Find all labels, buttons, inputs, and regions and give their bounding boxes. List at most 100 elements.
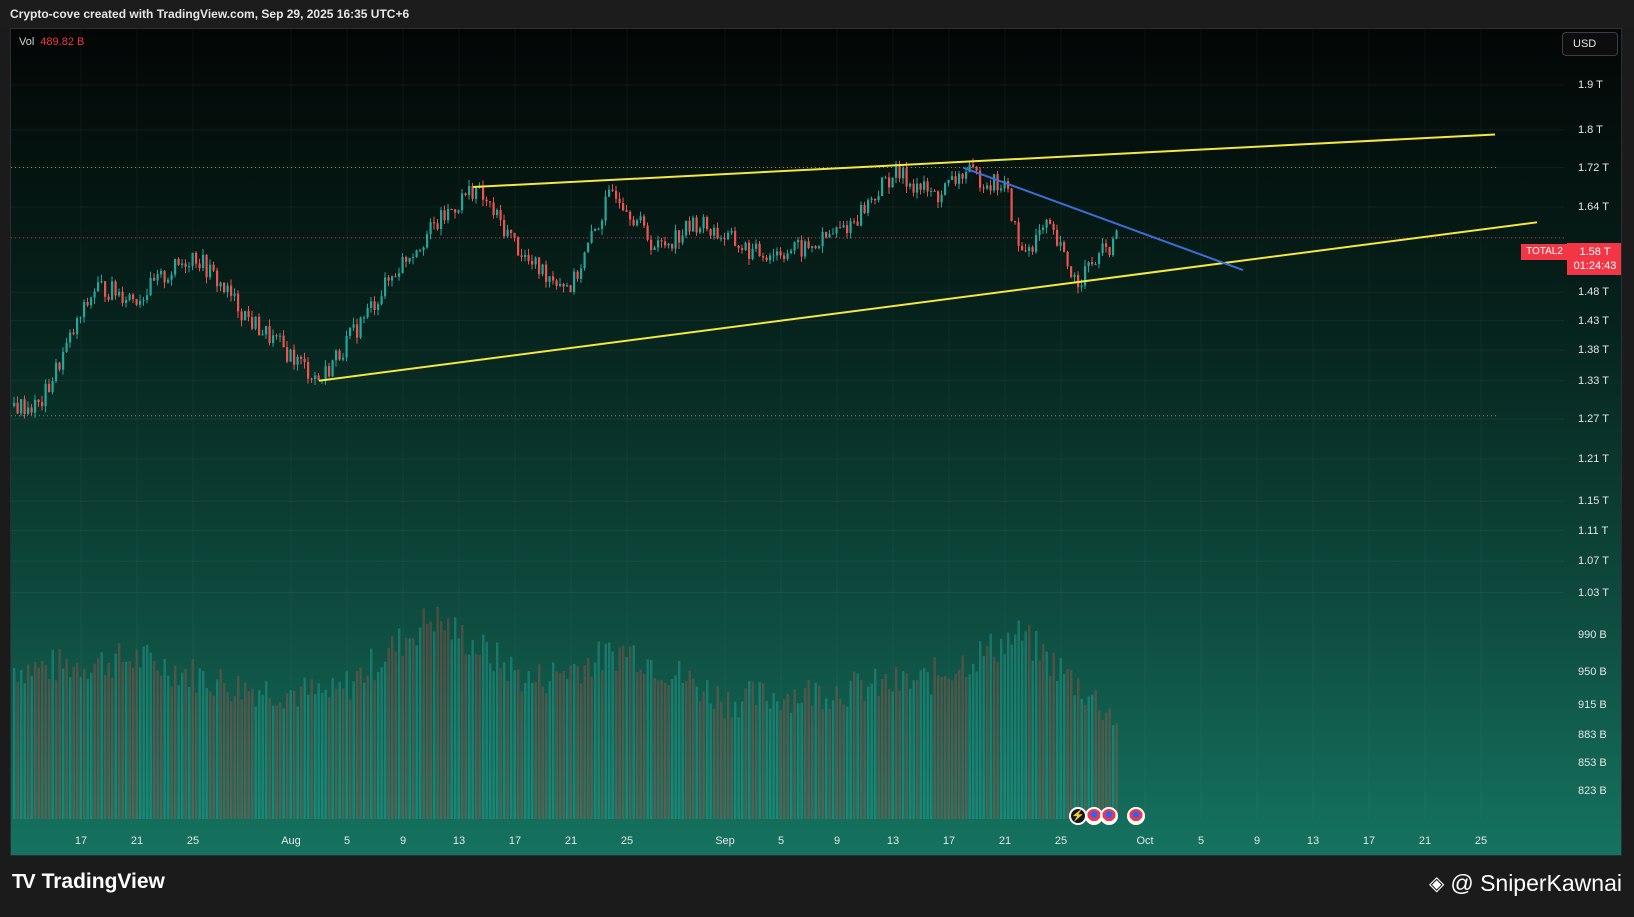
chart-pane[interactable]: Vol 489.82 B USD 1.9 T 1.8 T 1.72 T 1.64 T 1.… — [10, 28, 1622, 856]
volume-bar — [622, 645, 625, 819]
candle-body — [629, 211, 632, 220]
volume-bar — [933, 657, 936, 819]
currency-button[interactable]: USD — [1562, 32, 1618, 56]
volume-bar — [902, 671, 905, 819]
candle-body — [524, 254, 527, 258]
volume-bar — [118, 643, 121, 819]
candle-body — [48, 383, 51, 393]
volume-bar — [821, 709, 824, 819]
candle-body — [538, 257, 541, 275]
candle-body — [1080, 285, 1083, 288]
volume-bar — [895, 667, 898, 819]
candle-body — [779, 251, 782, 256]
volume-bar — [240, 699, 243, 819]
volume-bar — [625, 657, 628, 819]
volume-legend[interactable]: Vol 489.82 B — [19, 36, 84, 48]
candle-body — [391, 276, 394, 281]
candle-body — [765, 257, 768, 261]
candle-body — [772, 255, 775, 257]
lower-trendline — [318, 221, 1538, 382]
time-axis-label: 9 — [1253, 835, 1261, 847]
candle-body — [482, 185, 485, 200]
candle-body — [167, 279, 170, 283]
volume-bar — [1084, 704, 1087, 819]
us-flag-event-icon[interactable] — [1100, 807, 1118, 825]
volume-bar — [62, 668, 65, 819]
candle-body — [1098, 253, 1101, 265]
volume-bar — [58, 648, 61, 819]
volume-bar — [247, 691, 250, 819]
volume-bar — [541, 686, 544, 819]
price-axis-label: 1.64 T — [1578, 201, 1609, 213]
volume-bar — [433, 631, 436, 819]
volume-bar — [713, 708, 716, 819]
candle-body — [545, 264, 548, 282]
candle-body — [828, 234, 831, 238]
volume-bar — [681, 682, 684, 819]
volume-bar — [1003, 653, 1006, 819]
price-chart-canvas[interactable] — [11, 29, 1622, 856]
volume-bar — [636, 671, 639, 819]
volume-bar — [293, 690, 296, 819]
volume-bar — [814, 682, 817, 819]
volume-bar — [349, 699, 352, 819]
volume-bar — [86, 678, 89, 819]
candle-body — [90, 297, 93, 306]
volume-bar — [1077, 678, 1080, 819]
candle-body — [216, 270, 219, 287]
volume-bar — [807, 679, 810, 819]
volume-bar — [184, 668, 187, 819]
candle-body — [615, 190, 618, 199]
volume-bar — [846, 706, 849, 819]
candle-body — [422, 247, 425, 251]
candle-body — [188, 266, 191, 268]
candle-body — [496, 210, 499, 216]
candle-body — [1091, 262, 1094, 265]
volume-bar — [699, 701, 702, 819]
candle-body — [937, 191, 940, 203]
candle-body — [891, 177, 894, 188]
candle-body — [461, 193, 464, 211]
volume-bar — [783, 699, 786, 819]
volume-bar — [443, 630, 446, 819]
volume-bar — [69, 677, 72, 819]
time-axis-label: 5 — [777, 835, 785, 847]
candle-body — [121, 291, 124, 304]
candle-body — [531, 260, 534, 265]
volume-bar — [804, 687, 807, 819]
candle-body — [951, 176, 954, 180]
volume-bar — [884, 674, 887, 819]
diamond-icon: ◈ — [1428, 873, 1445, 895]
candle-body — [916, 183, 919, 193]
candle-body — [1087, 262, 1090, 267]
candle-body — [604, 196, 607, 221]
volume-bar — [205, 688, 208, 819]
volume-bar — [611, 651, 614, 819]
price-axis[interactable]: 1.9 T 1.8 T 1.72 T 1.64 T 1.58 T 1.48 T 1.43 T… — [1564, 29, 1621, 855]
volume-bar — [188, 686, 191, 819]
time-axis-label: 25 — [620, 835, 634, 847]
volume-bar — [370, 648, 373, 819]
volume-bar — [762, 683, 765, 819]
volume-bar — [678, 661, 681, 819]
candle-body — [265, 326, 268, 335]
candle-body — [436, 223, 439, 230]
candle-body — [769, 255, 772, 261]
us-flag-event-icon[interactable] — [1127, 807, 1145, 825]
volume-bar — [482, 634, 485, 819]
tradingview-logo[interactable]: TV TradingView — [12, 870, 165, 894]
candle-body — [671, 243, 674, 249]
volume-bar — [937, 675, 940, 819]
volume-bar — [1021, 640, 1024, 819]
time-axis-label: 17 — [1362, 835, 1376, 847]
volume-bar — [583, 665, 586, 819]
volume-legend-value: 489.82 B — [40, 36, 85, 48]
candle-body — [944, 183, 947, 195]
candle-body — [832, 233, 835, 235]
volume-bar — [34, 661, 37, 819]
volume-bar — [755, 704, 758, 819]
flash-event-icon[interactable]: ⚡ — [1069, 807, 1087, 825]
volume-bar — [849, 680, 852, 819]
candle-body — [1021, 245, 1024, 251]
candle-body — [853, 221, 856, 223]
